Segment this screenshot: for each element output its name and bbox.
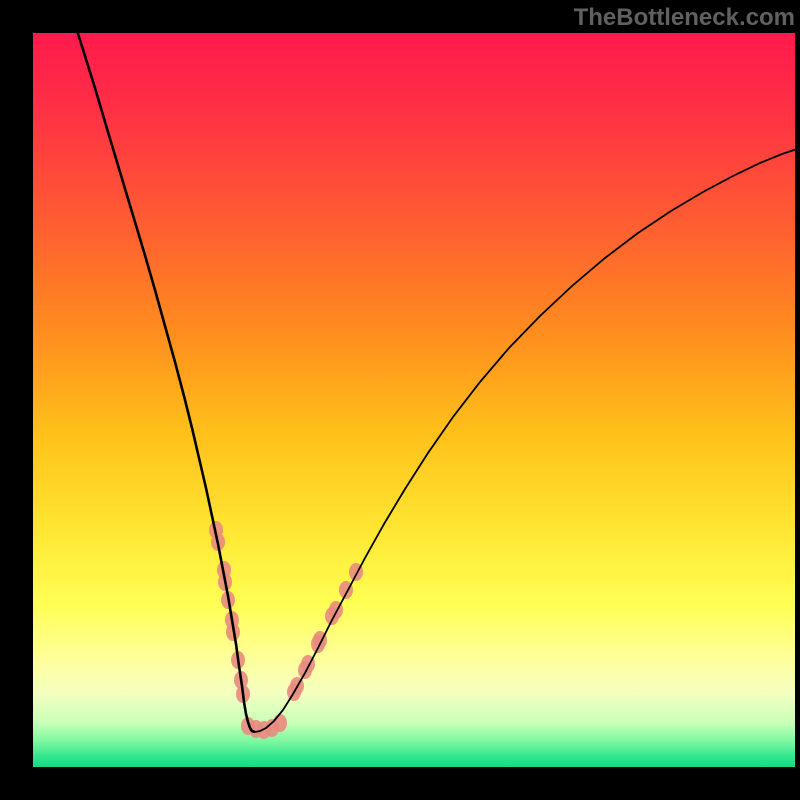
data-marker [273,714,287,732]
gradient-background [33,33,795,767]
plot-svg [0,0,800,800]
watermark-text: TheBottleneck.com [574,4,795,32]
